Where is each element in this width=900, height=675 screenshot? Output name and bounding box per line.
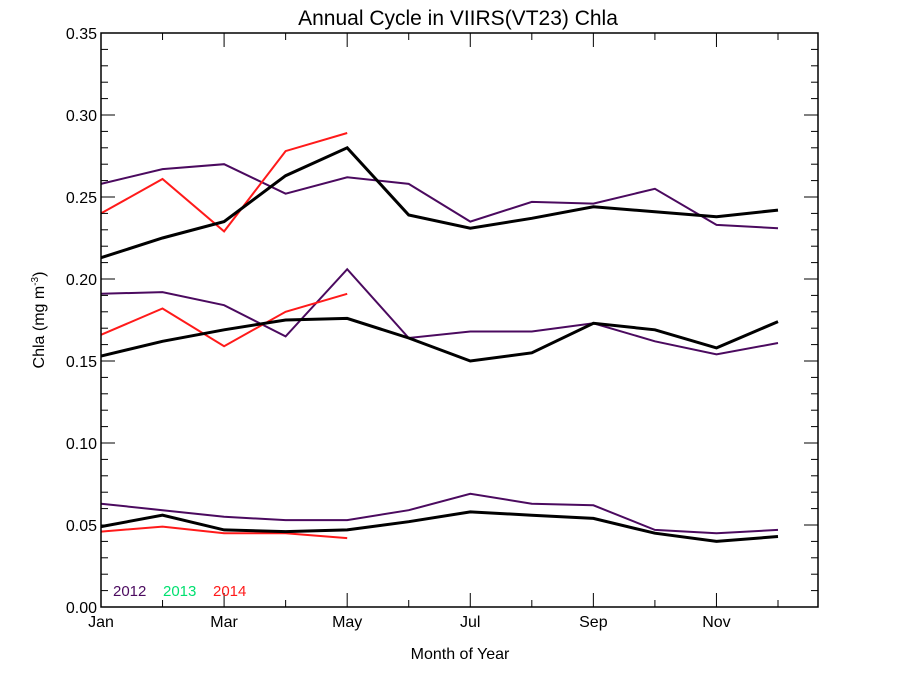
series-line-middle-2012: [100, 267, 779, 356]
y-tick-label: 0.30: [66, 108, 97, 125]
x-tick-label: Mar: [210, 614, 238, 631]
axes-layer: 0.00 0.05 0.10 0.15 0.20 0.25 0.30 0.35 Jan Mar Ma…: [66, 26, 819, 631]
legend-item-2013: 2013: [163, 583, 196, 600]
plot-frame: [100, 32, 819, 608]
series-line-middle-mean: [100, 316, 779, 363]
y-tick-label: 0.20: [66, 272, 97, 289]
x-tick-label: Jul: [460, 614, 480, 631]
series-line-middle-2014: [100, 292, 348, 348]
y-axis-label-superscript: -3: [30, 276, 41, 285]
y-tick-label: 0.10: [66, 436, 97, 453]
series-line-lower-2014: [100, 525, 348, 540]
x-tick-label: Nov: [702, 614, 730, 631]
series-line-lower-mean: [100, 510, 779, 543]
series-line-upper-2014: [100, 132, 348, 233]
series-layer: [100, 132, 779, 543]
y-tick-label: 0.15: [66, 354, 97, 371]
y-axis-label-close: ): [31, 272, 48, 277]
series-line-lower-2012: [100, 492, 779, 535]
y-axis-label: Chla (mg m-3): [30, 272, 48, 369]
x-axis-label: Month of Year: [411, 646, 510, 663]
x-tick-label: May: [332, 614, 362, 631]
y-tick-label: 0.25: [66, 190, 97, 207]
legend-item-2014: 2014: [213, 583, 246, 600]
series-line-upper-2012: [100, 163, 779, 230]
y-tick-label: 0.35: [66, 26, 97, 43]
y-axis-label-base: Chla (mg m: [31, 286, 48, 369]
x-tick-label: Sep: [579, 614, 608, 631]
x-tick-label: Jan: [88, 614, 114, 631]
chart-title: Annual Cycle in VIIRS(VT23) Chla: [298, 7, 618, 30]
legend: 2012 2013 2014: [113, 583, 246, 600]
y-tick-label: 0.00: [66, 600, 97, 617]
series-line-upper-mean: [100, 145, 779, 260]
y-tick-label: 0.05: [66, 518, 97, 535]
legend-item-2012: 2012: [113, 583, 146, 600]
